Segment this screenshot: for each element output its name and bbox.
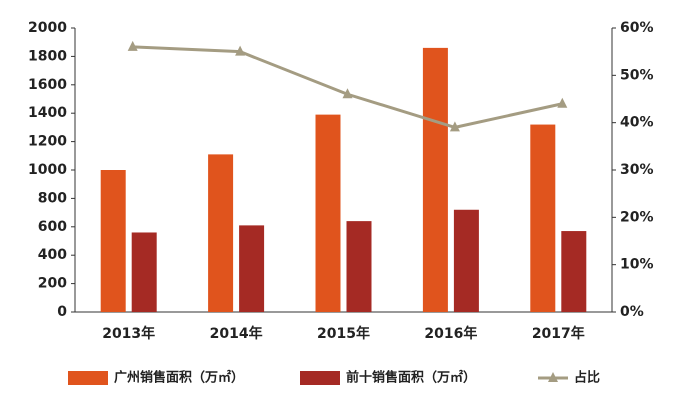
bar — [422, 47, 448, 312]
legend-label: 占比 — [574, 370, 600, 386]
bar — [100, 170, 126, 312]
y2-tick-label: 30% — [620, 162, 654, 178]
y2-tick-label: 60% — [620, 20, 654, 36]
x-tick-label: 2014年 — [210, 325, 263, 342]
line-marker — [235, 45, 246, 56]
bar — [453, 209, 479, 312]
y2-tick-label: 40% — [620, 115, 654, 131]
line-marker — [127, 40, 138, 51]
y-tick-label: 200 — [38, 276, 67, 292]
y2-tick-label: 10% — [620, 257, 654, 273]
line-marker — [342, 88, 353, 99]
y-tick-label: 400 — [38, 247, 67, 263]
line-marker — [557, 97, 568, 108]
y-tick-label: 1200 — [28, 134, 67, 150]
bar — [239, 225, 265, 312]
y-tick-label: 1000 — [28, 162, 67, 178]
line — [132, 45, 563, 129]
y-tick-label: 1400 — [28, 105, 67, 121]
y-tick-label: 0 — [57, 304, 67, 320]
bar — [561, 231, 587, 312]
line-marker — [449, 121, 460, 132]
bar — [315, 114, 341, 313]
y2-tick-label: 0% — [620, 304, 644, 320]
y2-tick-label: 20% — [620, 209, 654, 225]
bar — [208, 154, 234, 312]
x-tick-label: 2015年 — [317, 325, 370, 342]
y-tick-label: 1600 — [28, 77, 67, 93]
x-tick-label: 2013年 — [102, 325, 155, 342]
legend-label: 广州销售面积（万㎡） — [114, 370, 244, 386]
bar — [131, 232, 157, 312]
x-tick-label: 2016年 — [424, 325, 477, 342]
x-tick-label: 2017年 — [532, 325, 585, 342]
y-tick-label: 1800 — [28, 48, 67, 64]
bar — [346, 221, 372, 312]
legend-marker — [548, 372, 558, 382]
y2-tick-label: 50% — [620, 67, 654, 83]
y-tick-label: 2000 — [28, 20, 67, 36]
y-tick-label: 600 — [38, 219, 67, 235]
legend-swatch — [68, 371, 108, 385]
bar — [530, 124, 556, 312]
legend: 广州销售面积（万㎡） 前十销售面积（万㎡） 占比 — [68, 370, 600, 386]
legend-label: 前十销售面积（万㎡） — [346, 370, 476, 386]
legend-swatch — [300, 371, 340, 385]
y-tick-label: 800 — [38, 190, 67, 206]
